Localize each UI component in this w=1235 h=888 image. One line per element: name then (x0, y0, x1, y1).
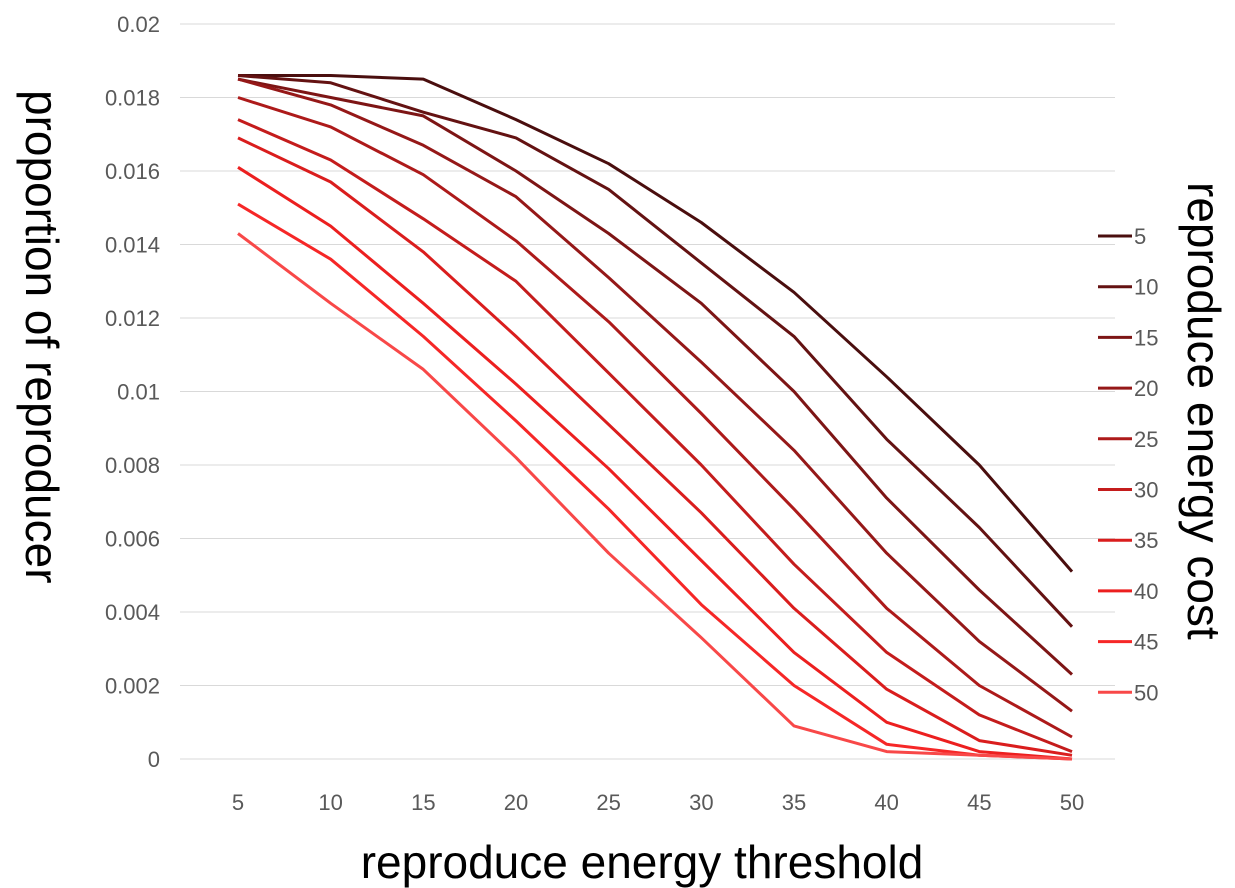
y-axis-title: proportion of reproducer (16, 90, 68, 584)
x-tick-label: 40 (874, 790, 898, 815)
y-tick-label: 0.016 (105, 159, 160, 184)
x-tick-label: 20 (504, 790, 528, 815)
x-tick-label: 35 (782, 790, 806, 815)
y-tick-label: 0.004 (105, 600, 160, 625)
legend-label-25: 25 (1134, 427, 1158, 452)
series-line-40 (237, 166, 1073, 761)
x-tick-label: 15 (411, 790, 435, 815)
y-axis-ticks: 0 0.002 0.004 0.006 0.008 0.01 0.012 0.014 0.016… (105, 12, 160, 772)
legend-label-20: 20 (1134, 376, 1158, 401)
x-axis-title: reproduce energy threshold (361, 836, 924, 888)
x-tick-label: 30 (689, 790, 713, 815)
legend-label-50: 50 (1134, 680, 1158, 705)
series-line-5 (238, 74, 1074, 573)
series-line-30 (237, 118, 1073, 753)
x-tick-label: 10 (318, 790, 342, 815)
series-line-20 (237, 77, 1073, 713)
y-tick-label: 0.018 (105, 86, 160, 111)
x-tick-label: 25 (596, 790, 620, 815)
series-line-35 (237, 136, 1073, 757)
y-tick-label: 0.014 (105, 233, 160, 258)
y-tick-label: 0.006 (105, 527, 160, 552)
legend-label-5: 5 (1134, 224, 1146, 249)
series-line-50 (237, 232, 1073, 761)
y-tick-label: 0.02 (117, 12, 160, 37)
legend-label-35: 35 (1134, 528, 1158, 553)
series-lines (237, 74, 1074, 761)
legend-label-10: 10 (1134, 275, 1158, 300)
series-line-45 (237, 202, 1073, 761)
y-tick-label: 0.008 (105, 453, 160, 478)
series-line-10 (237, 74, 1074, 628)
series-line-15 (237, 77, 1074, 676)
x-tick-label: 5 (232, 790, 244, 815)
legend-title: reproduce energy cost (1178, 182, 1230, 640)
x-axis-ticks: 5 10 15 20 25 30 35 40 45 50 (232, 790, 1084, 815)
y-tick-label: 0 (148, 747, 160, 772)
legend-label-45: 45 (1134, 630, 1158, 655)
legend-label-15: 15 (1134, 325, 1158, 350)
legend-label-30: 30 (1134, 478, 1158, 503)
legend-label-40: 40 (1134, 579, 1158, 604)
x-tick-label: 50 (1060, 790, 1084, 815)
series-line-25 (237, 96, 1073, 739)
y-tick-label: 0.01 (117, 380, 160, 405)
y-tick-label: 0.002 (105, 674, 160, 699)
y-tick-label: 0.012 (105, 306, 160, 331)
x-tick-label: 45 (967, 790, 991, 815)
gridlines (180, 23, 1115, 760)
legend: 5 10 15 20 25 30 35 40 45 50 (1098, 224, 1158, 705)
